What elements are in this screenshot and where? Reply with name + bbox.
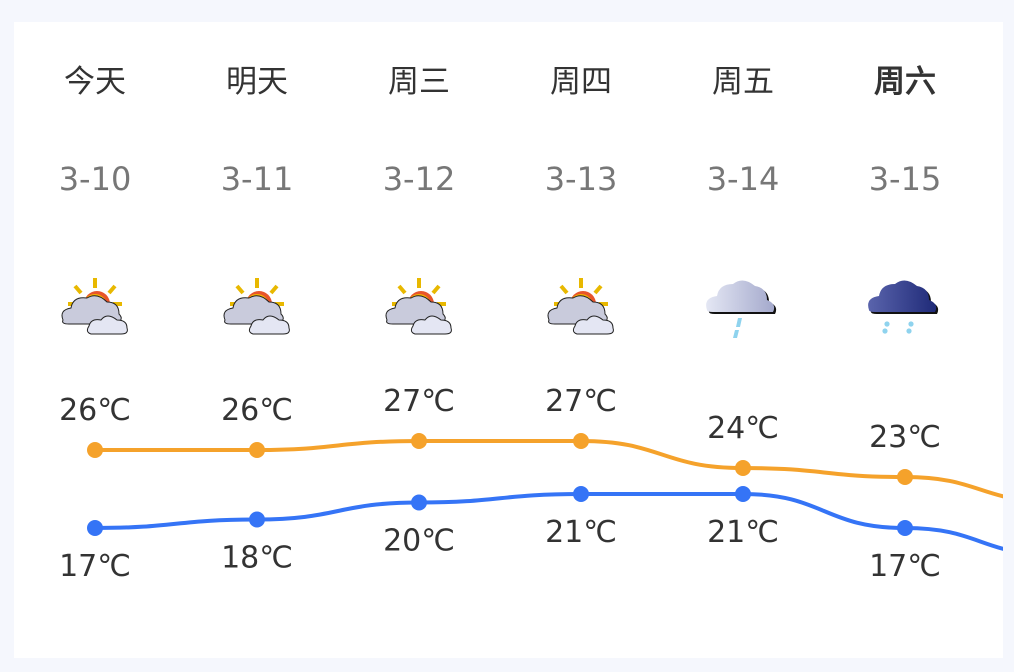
low-temp-point: [897, 520, 913, 536]
date-label: 3-10: [58, 160, 132, 198]
high-temp-label: 27℃: [545, 384, 617, 419]
partly-cloudy-icon: [217, 262, 297, 342]
temperature-chart: 26℃ 26℃ 27℃ 27℃ 24℃ 23℃ 17℃ 18℃ 20℃ 21℃ 21℃ 17℃: [59, 384, 1003, 584]
high-temp-point: [897, 469, 913, 485]
weather-forecast-card: 26℃ 26℃ 27℃ 27℃ 24℃ 23℃ 17℃ 18℃ 20℃ 21℃ 21℃ 17℃ 今天 …: [14, 22, 1003, 658]
date-label: 3-12: [382, 160, 456, 198]
partly-cloudy-icon: [541, 262, 621, 342]
forecast-day-3: 周四 3-13: [500, 22, 662, 658]
forecast-day-2: 周三 3-12: [338, 22, 500, 658]
high-temp-point: [735, 460, 751, 476]
date-label: 3-13: [544, 160, 618, 198]
low-temp-point: [573, 486, 589, 502]
low-temp-label: 18℃: [221, 541, 293, 576]
high-temp-point: [87, 442, 103, 458]
partly-cloudy-icon: [379, 262, 459, 342]
low-temp-label: 17℃: [869, 549, 941, 584]
high-temp-point: [249, 442, 265, 458]
day-label: 周三: [388, 64, 450, 100]
forecast-day-4: 周五 3-14: [662, 22, 824, 658]
day-label: 周四: [550, 64, 612, 100]
low-temp-label: 21℃: [707, 515, 779, 550]
forecast-day-1: 明天 3-11: [176, 22, 338, 658]
partly-cloudy-icon: [55, 262, 135, 342]
showers-icon: [865, 262, 945, 342]
high-temp-point: [411, 433, 427, 449]
light-rain-icon: [703, 262, 783, 342]
date-label: 3-15: [868, 160, 942, 198]
low-temp-point: [735, 486, 751, 502]
high-temp-label: 24℃: [707, 411, 779, 446]
day-label: 周六: [874, 64, 936, 100]
low-temp-label: 17℃: [59, 549, 131, 584]
low-temp-point: [87, 520, 103, 536]
forecast-day-5: 周六 3-15: [824, 22, 986, 658]
low-temp-label: 21℃: [545, 515, 617, 550]
date-label: 3-11: [220, 160, 294, 198]
day-label: 今天: [64, 64, 126, 100]
low-temp-point: [249, 511, 265, 528]
date-label: 3-14: [706, 160, 780, 198]
day-label: 明天: [226, 64, 288, 100]
day-label: 周五: [712, 64, 774, 100]
high-temp-label: 26℃: [59, 393, 131, 428]
high-temp-point: [573, 433, 589, 449]
low-temp-point: [411, 494, 427, 511]
low-temp-label: 20℃: [383, 524, 455, 559]
high-temp-label: 26℃: [221, 393, 293, 428]
forecast-day-0: 今天 3-10: [14, 22, 176, 658]
high-temp-label: 23℃: [869, 420, 941, 455]
high-temp-label: 27℃: [383, 384, 455, 419]
